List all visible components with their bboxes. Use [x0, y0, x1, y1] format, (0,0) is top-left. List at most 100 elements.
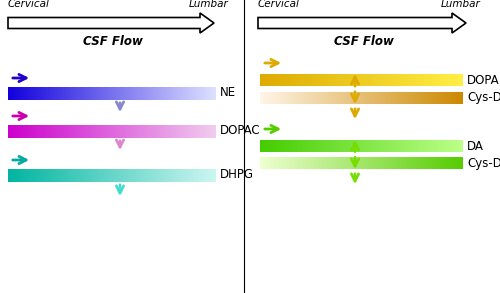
Bar	[441, 157, 442, 169]
Bar	[386, 92, 387, 104]
Bar	[343, 157, 344, 169]
Bar	[102, 125, 104, 137]
Bar	[201, 125, 202, 137]
Bar	[416, 157, 418, 169]
Bar	[342, 140, 344, 152]
Bar	[378, 140, 380, 152]
Bar	[176, 86, 177, 100]
Bar	[301, 157, 302, 169]
Bar	[360, 92, 361, 104]
Bar	[180, 86, 181, 100]
Bar	[326, 74, 327, 86]
Bar	[146, 86, 148, 100]
FancyArrow shape	[258, 13, 466, 33]
Bar	[286, 140, 287, 152]
Text: DOPAC: DOPAC	[220, 125, 260, 137]
Bar	[277, 74, 278, 86]
Bar	[312, 157, 313, 169]
Bar	[279, 92, 280, 104]
Bar	[310, 92, 312, 104]
Bar	[194, 168, 196, 181]
Bar	[122, 125, 123, 137]
Bar	[162, 125, 164, 137]
Bar	[210, 168, 212, 181]
Bar	[149, 125, 150, 137]
Bar	[422, 140, 423, 152]
Bar	[298, 92, 299, 104]
Bar	[442, 74, 444, 86]
Text: NE: NE	[220, 86, 236, 100]
Bar	[211, 168, 212, 181]
Bar	[171, 125, 172, 137]
Bar	[123, 86, 124, 100]
Bar	[343, 74, 344, 86]
Bar	[339, 74, 340, 86]
Bar	[273, 92, 274, 104]
Bar	[447, 74, 448, 86]
Bar	[426, 157, 428, 169]
Bar	[352, 157, 354, 169]
Bar	[97, 168, 98, 181]
Bar	[454, 74, 456, 86]
Bar	[14, 86, 16, 100]
Bar	[304, 74, 306, 86]
Bar	[386, 157, 388, 169]
Bar	[286, 92, 287, 104]
Bar	[312, 157, 314, 169]
Bar	[340, 140, 342, 152]
Bar	[268, 140, 270, 152]
Text: DHPG: DHPG	[220, 168, 254, 181]
Bar	[452, 140, 453, 152]
Bar	[418, 157, 420, 169]
Bar	[193, 168, 194, 181]
Bar	[179, 125, 180, 137]
Bar	[436, 140, 437, 152]
Bar	[442, 157, 443, 169]
Bar	[438, 74, 440, 86]
Bar	[345, 157, 346, 169]
Bar	[68, 86, 69, 100]
Bar	[160, 86, 162, 100]
Bar	[416, 74, 418, 86]
Bar	[458, 140, 459, 152]
Bar	[281, 140, 282, 152]
Bar	[294, 92, 296, 104]
Bar	[292, 74, 293, 86]
Bar	[142, 86, 144, 100]
Bar	[184, 86, 185, 100]
Bar	[72, 86, 74, 100]
Bar	[260, 157, 261, 169]
Bar	[80, 125, 81, 137]
Bar	[417, 157, 418, 169]
Bar	[156, 125, 158, 137]
Bar	[454, 140, 456, 152]
Bar	[172, 86, 174, 100]
Bar	[356, 74, 357, 86]
Bar	[320, 74, 322, 86]
Bar	[444, 157, 446, 169]
Bar	[76, 86, 77, 100]
Bar	[142, 86, 143, 100]
Bar	[110, 168, 112, 181]
Bar	[35, 168, 36, 181]
Bar	[175, 86, 176, 100]
Bar	[378, 157, 380, 169]
Bar	[293, 157, 294, 169]
Bar	[196, 125, 197, 137]
Bar	[186, 125, 187, 137]
Bar	[266, 92, 268, 104]
Bar	[18, 168, 20, 181]
Bar	[390, 157, 392, 169]
Bar	[103, 86, 104, 100]
Bar	[352, 140, 354, 152]
Bar	[16, 125, 17, 137]
Bar	[260, 157, 262, 169]
Bar	[24, 86, 26, 100]
Bar	[410, 140, 412, 152]
Bar	[292, 92, 293, 104]
Bar	[196, 86, 197, 100]
Bar	[314, 157, 315, 169]
Bar	[432, 140, 434, 152]
Bar	[262, 140, 264, 152]
Bar	[294, 157, 296, 169]
